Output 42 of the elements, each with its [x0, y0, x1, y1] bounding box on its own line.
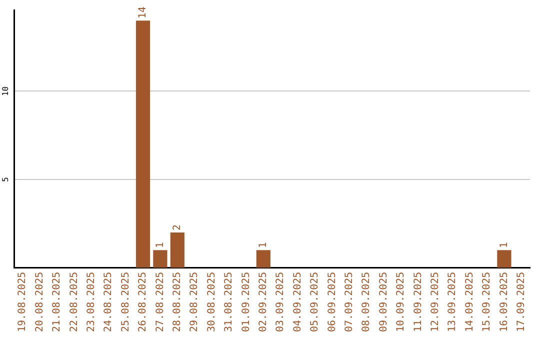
data-label: 2	[172, 224, 183, 230]
x-tick-label: 09.09.2025	[378, 272, 390, 332]
x-tick-label: 05.09.2025	[310, 272, 321, 332]
x-tick-label: 13.09.2025	[447, 272, 458, 332]
x-tick-label: 04.09.2025	[292, 272, 304, 332]
data-label: 14	[138, 6, 149, 19]
x-tick-label: 23.08.2025	[86, 272, 97, 332]
x-tick-label: 27.08.2025	[154, 272, 166, 332]
x-tick-label: 06.09.2025	[326, 272, 338, 332]
x-tick-label: 08.09.2025	[361, 272, 372, 332]
x-tick-label: 28.08.2025	[172, 272, 183, 332]
x-tick-label: 24.08.2025	[103, 272, 114, 332]
x-tick-label: 14.09.2025	[464, 272, 476, 332]
x-tick-label: 20.08.2025	[34, 272, 46, 332]
x-tick-label: 25.08.2025	[120, 272, 132, 332]
data-label: 1	[498, 242, 510, 248]
x-tick-label: 02.09.2025	[258, 272, 269, 332]
x-tick-label: 22.08.2025	[68, 272, 80, 332]
x-tick-label: 10.09.2025	[396, 272, 407, 332]
x-tick-label: 03.09.2025	[275, 272, 286, 332]
y-tick-label: 5	[1, 176, 10, 182]
x-tick-label: 17.09.2025	[516, 272, 527, 332]
bar	[497, 250, 512, 268]
x-tick-label: 11.09.2025	[412, 272, 424, 332]
x-tick-label: 12.09.2025	[430, 272, 441, 332]
y-tick-label: 10	[1, 86, 10, 96]
x-tick-label: 01.09.2025	[240, 272, 252, 332]
x-tick-label: 30.08.2025	[206, 272, 218, 332]
x-tick-label: 15.09.2025	[482, 272, 493, 332]
bar	[136, 20, 150, 268]
x-tick-label: 29.08.2025	[189, 272, 200, 332]
data-label: 1	[154, 242, 166, 248]
x-tick-label: 26.08.2025	[138, 272, 149, 332]
x-tick-label: 07.09.2025	[344, 272, 355, 332]
bar	[256, 250, 270, 268]
x-tick-label: 21.08.2025	[52, 272, 63, 332]
data-label: 1	[258, 242, 269, 248]
bar	[170, 232, 184, 268]
bar	[153, 250, 168, 268]
x-tick-label: 19.08.2025	[17, 272, 28, 332]
x-tick-label: 16.09.2025	[498, 272, 510, 332]
x-tick-label: 31.08.2025	[224, 272, 235, 332]
